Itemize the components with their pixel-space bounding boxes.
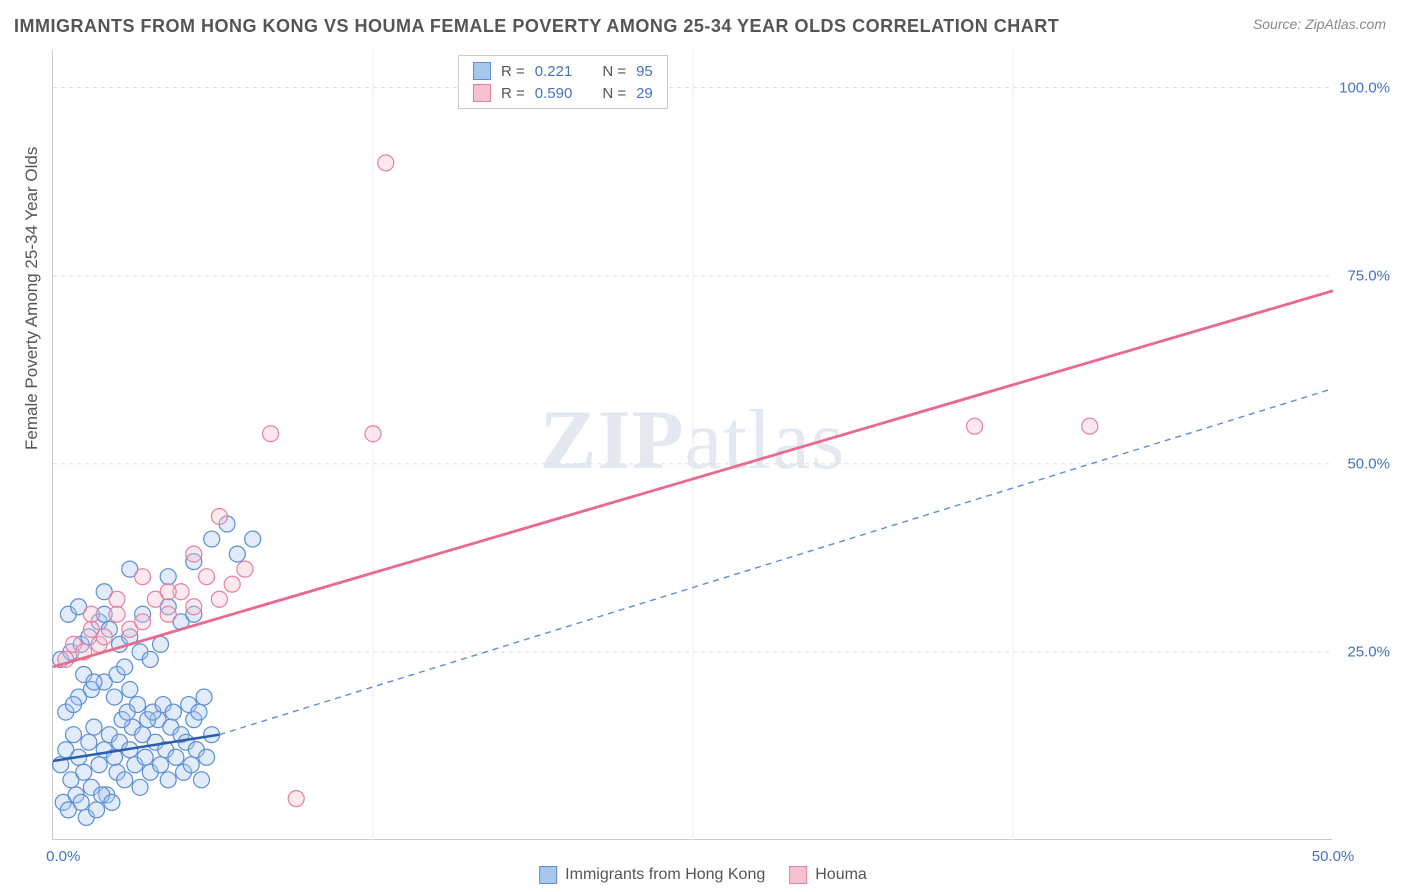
data-point [967, 418, 983, 434]
data-point [86, 719, 102, 735]
data-point [129, 697, 145, 713]
r-value-hk: 0.221 [535, 63, 573, 80]
chart-title: IMMIGRANTS FROM HONG KONG VS HOUMA FEMAL… [14, 16, 1059, 37]
data-point [237, 561, 253, 577]
swatch-hk-icon [539, 866, 557, 884]
data-point [160, 584, 176, 600]
legend-row-hk: R = 0.221 N = 95 [459, 60, 667, 82]
data-point [109, 606, 125, 622]
data-point [117, 772, 133, 788]
data-point [76, 764, 92, 780]
data-point [65, 727, 81, 743]
n-label: N = [602, 63, 626, 80]
data-point [204, 531, 220, 547]
data-point [211, 591, 227, 607]
y-axis-title: Female Poverty Among 25-34 Year Olds [22, 147, 42, 450]
legend-item-hk: Immigrants from Hong Kong [539, 866, 765, 884]
legend-row-houma: R = 0.590 N = 29 [459, 82, 667, 104]
data-point [199, 749, 215, 765]
data-point [122, 682, 138, 698]
data-point [106, 689, 122, 705]
data-point [288, 791, 304, 807]
data-point [153, 636, 169, 652]
data-point [117, 659, 133, 675]
legend-series: Immigrants from Hong Kong Houma [539, 866, 867, 884]
data-point [91, 757, 107, 773]
y-tick-label: 25.0% [1347, 643, 1390, 660]
data-point [186, 599, 202, 615]
y-tick-label: 50.0% [1347, 455, 1390, 472]
data-point [86, 674, 102, 690]
data-point [183, 757, 199, 773]
legend-label-hk: Immigrants from Hong Kong [565, 866, 765, 884]
data-point [199, 569, 215, 585]
data-point [89, 802, 105, 818]
legend-correlation: R = 0.221 N = 95 R = 0.590 N = 29 [458, 55, 668, 109]
data-point [160, 606, 176, 622]
data-point [263, 426, 279, 442]
data-point [191, 704, 207, 720]
data-point [378, 155, 394, 171]
data-point [73, 794, 89, 810]
data-point [104, 794, 120, 810]
legend-label-houma: Houma [815, 866, 867, 884]
x-tick-label: 50.0% [1312, 848, 1355, 865]
data-point [193, 772, 209, 788]
r-label: R = [501, 85, 525, 102]
swatch-houma [473, 84, 491, 102]
data-point [83, 606, 99, 622]
plot-area: ZIPatlas 25.0%50.0%75.0%100.0%0.0%50.0% [52, 50, 1332, 840]
n-value-hk: 95 [636, 63, 653, 80]
data-point [1082, 418, 1098, 434]
data-point [137, 749, 153, 765]
data-point [109, 591, 125, 607]
data-point [196, 689, 212, 705]
data-point [132, 779, 148, 795]
data-point [186, 546, 202, 562]
r-label: R = [501, 63, 525, 80]
data-point [168, 749, 184, 765]
data-point [160, 569, 176, 585]
data-point [165, 704, 181, 720]
data-point [160, 772, 176, 788]
r-value-houma: 0.590 [535, 85, 573, 102]
n-value-houma: 29 [636, 85, 653, 102]
data-point [365, 426, 381, 442]
data-point [229, 546, 245, 562]
data-point [81, 734, 97, 750]
trend-line-extension [219, 389, 1333, 735]
data-point [245, 531, 261, 547]
n-label: N = [602, 85, 626, 102]
legend-item-houma: Houma [789, 866, 867, 884]
data-point [65, 697, 81, 713]
swatch-hk [473, 62, 491, 80]
data-point [153, 757, 169, 773]
x-tick-label: 0.0% [46, 848, 80, 865]
y-tick-label: 75.0% [1347, 267, 1390, 284]
chart-svg [53, 50, 1332, 839]
data-point [96, 629, 112, 645]
data-point [142, 651, 158, 667]
y-tick-label: 100.0% [1339, 79, 1390, 96]
data-point [211, 508, 227, 524]
data-point [224, 576, 240, 592]
source-attribution: Source: ZipAtlas.com [1253, 16, 1386, 32]
data-point [135, 614, 151, 630]
data-point [135, 569, 151, 585]
swatch-houma-icon [789, 866, 807, 884]
